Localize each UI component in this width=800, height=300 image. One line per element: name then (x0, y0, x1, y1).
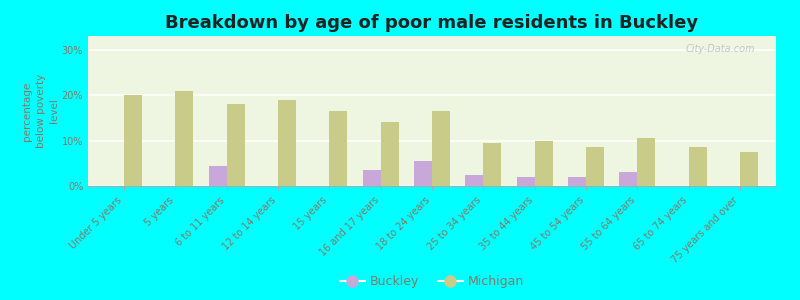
Bar (466, 175, 483, 186)
Bar (432, 111, 450, 186)
Y-axis label: percentage
below poverty
level: percentage below poverty level (22, 74, 59, 148)
Bar (534, 140, 553, 186)
Bar (483, 143, 502, 186)
Bar (414, 161, 432, 186)
Bar (226, 104, 245, 186)
Bar (381, 122, 398, 186)
Bar (586, 147, 604, 186)
Bar (740, 152, 758, 186)
Bar (278, 100, 296, 186)
Bar (517, 177, 534, 186)
Bar (209, 166, 226, 186)
Title: Breakdown by age of poor male residents in Buckley: Breakdown by age of poor male residents … (166, 14, 698, 32)
Bar (619, 172, 638, 186)
Bar (124, 95, 142, 186)
Bar (568, 177, 586, 186)
Bar (175, 91, 194, 186)
Legend: Buckley, Michigan: Buckley, Michigan (335, 270, 529, 293)
Bar (689, 147, 706, 186)
Bar (362, 170, 381, 186)
Text: City-Data.com: City-Data.com (686, 44, 755, 53)
Bar (638, 138, 655, 186)
Bar (330, 111, 347, 186)
